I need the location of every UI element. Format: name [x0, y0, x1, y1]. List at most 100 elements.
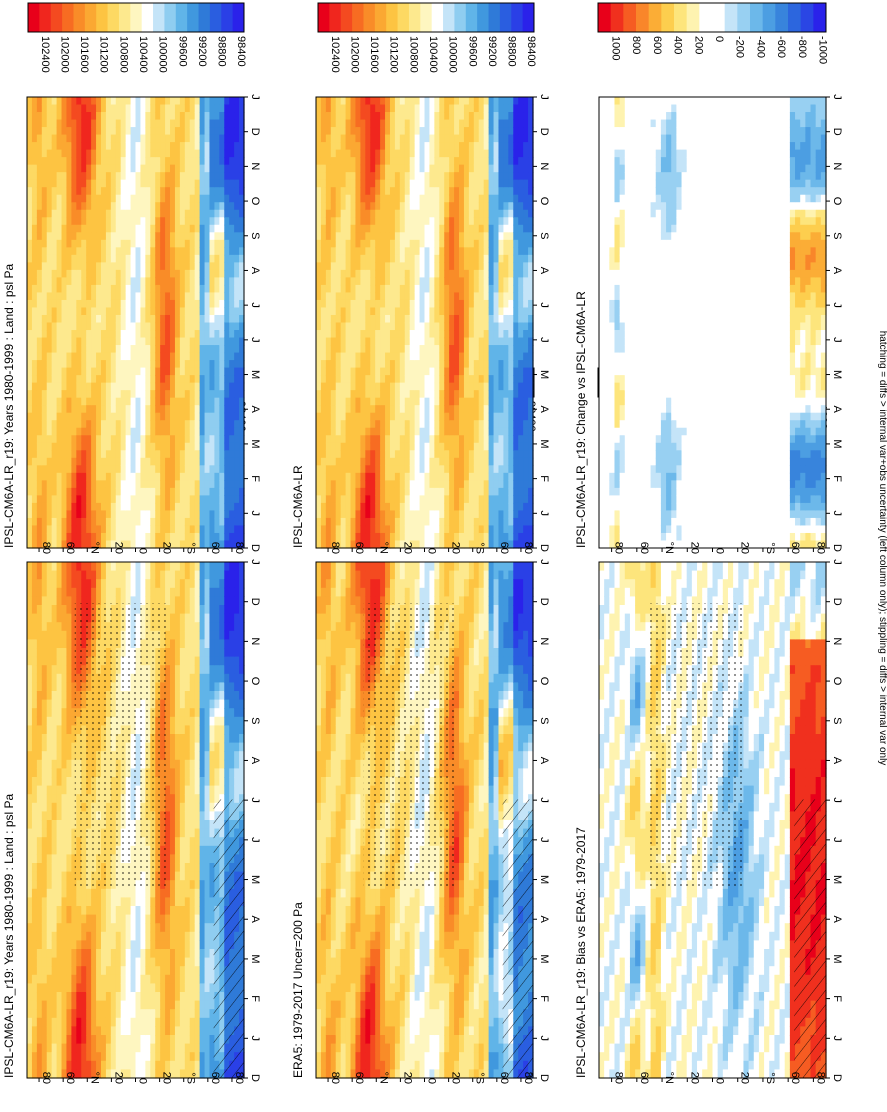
heatmap-cell	[150, 187, 156, 196]
heatmap-cell	[51, 435, 58, 444]
heatmap-cell	[115, 596, 122, 606]
heatmap-cell	[145, 299, 151, 309]
heatmap-cell	[189, 570, 196, 580]
heatmap-cell	[36, 1060, 43, 1070]
heatmap-cell	[31, 682, 38, 692]
heatmap-cell	[179, 811, 186, 821]
heatmap-cell	[194, 742, 201, 752]
heatmap-cell	[51, 768, 58, 778]
heatmap-cell	[61, 837, 68, 847]
lat-tick-label: °S	[185, 1072, 197, 1084]
heatmap-cell	[100, 299, 107, 309]
heatmap-cell	[100, 1060, 107, 1070]
heatmap-cell	[46, 622, 53, 632]
heatmap-cell	[61, 751, 68, 761]
heatmap-cell	[66, 232, 72, 241]
heatmap-cell	[165, 914, 171, 924]
heatmap-cell	[174, 352, 181, 361]
heatmap-cell	[204, 880, 211, 890]
heatmap-cell	[189, 656, 196, 666]
heatmap-cell	[115, 495, 122, 504]
heatmap-cell	[61, 708, 68, 718]
heatmap-cell	[234, 751, 240, 761]
heatmap-cell	[27, 992, 33, 1002]
heatmap-cell	[189, 292, 196, 301]
month-tick-label: M	[249, 954, 261, 963]
heatmap-cell	[51, 330, 58, 339]
heatmap-cell	[179, 966, 186, 976]
heatmap-cell	[130, 502, 137, 512]
heatmap-cell	[71, 382, 77, 391]
heatmap-cell	[189, 1017, 196, 1027]
heatmap-cell	[46, 420, 53, 429]
heatmap-cell	[170, 785, 176, 795]
heatmap-cell	[71, 785, 77, 795]
heatmap-cell	[41, 931, 48, 941]
heatmap-cell	[66, 725, 72, 735]
heatmap-cell	[145, 427, 151, 436]
heatmap-cell	[86, 127, 92, 136]
heatmap-cell	[140, 966, 146, 976]
heatmap-cell	[41, 854, 48, 864]
heatmap-cell	[199, 974, 206, 984]
heatmap-cell	[214, 768, 220, 778]
heatmap-cell	[51, 457, 58, 466]
heatmap-cell	[155, 587, 161, 597]
heatmap-cell	[170, 465, 176, 474]
heatmap-cell	[239, 768, 245, 778]
heatmap-cell	[170, 232, 176, 241]
heatmap-cell	[199, 172, 206, 181]
heatmap-cell	[115, 442, 122, 451]
heatmap-cell	[120, 914, 127, 924]
heatmap-cell	[76, 194, 82, 203]
heatmap-cell	[27, 1052, 33, 1062]
heatmap-cell	[125, 134, 132, 143]
heatmap-cell	[209, 164, 216, 173]
heatmap-cell	[189, 314, 196, 324]
heatmap-cell	[194, 307, 201, 316]
heatmap-cell	[66, 897, 72, 907]
heatmap-cell	[46, 345, 53, 354]
heatmap-cell	[174, 502, 181, 512]
heatmap-cell	[174, 532, 181, 542]
heatmap-cell	[165, 127, 171, 136]
heatmap-cell	[115, 992, 122, 1002]
heatmap-cell	[160, 209, 166, 218]
heatmap-cell	[76, 510, 82, 519]
heatmap-cell	[204, 314, 211, 324]
heatmap-cell	[56, 587, 63, 597]
heatmap-cell	[86, 1069, 92, 1079]
heatmap-cell	[155, 532, 161, 542]
heatmap-cell	[155, 412, 161, 421]
heatmap-cell	[239, 579, 245, 589]
heatmap-cell	[81, 974, 87, 984]
heatmap-cell	[105, 1035, 112, 1045]
heatmap-cell	[145, 269, 151, 278]
heatmap-cell	[165, 802, 171, 812]
heatmap-cell	[135, 142, 142, 151]
heatmap-cell	[184, 487, 191, 496]
heatmap-cell	[160, 931, 166, 941]
heatmap-cell	[184, 888, 191, 898]
heatmap-cell	[76, 134, 82, 143]
heatmap-cell	[174, 923, 181, 933]
heatmap-cell	[150, 570, 156, 580]
heatmap-cell	[140, 247, 146, 256]
heatmap-cell	[100, 983, 107, 993]
heatmap-cell	[140, 1017, 146, 1027]
heatmap-cell	[105, 914, 112, 924]
heatmap-cell	[31, 914, 38, 924]
heatmap-cell	[170, 420, 176, 429]
heatmap-cell	[31, 134, 38, 143]
heatmap-cell	[110, 314, 117, 324]
heatmap-cell	[224, 630, 230, 640]
heatmap-cell	[46, 435, 53, 444]
heatmap-cell	[71, 966, 77, 976]
heatmap-cell	[76, 277, 82, 286]
heatmap-cell	[184, 172, 191, 181]
heatmap-cell	[71, 502, 77, 512]
stippling	[74, 603, 166, 888]
lat-tick-label: 60	[209, 1072, 221, 1084]
heatmap-cell	[170, 239, 176, 248]
heatmap-cell	[170, 837, 176, 847]
